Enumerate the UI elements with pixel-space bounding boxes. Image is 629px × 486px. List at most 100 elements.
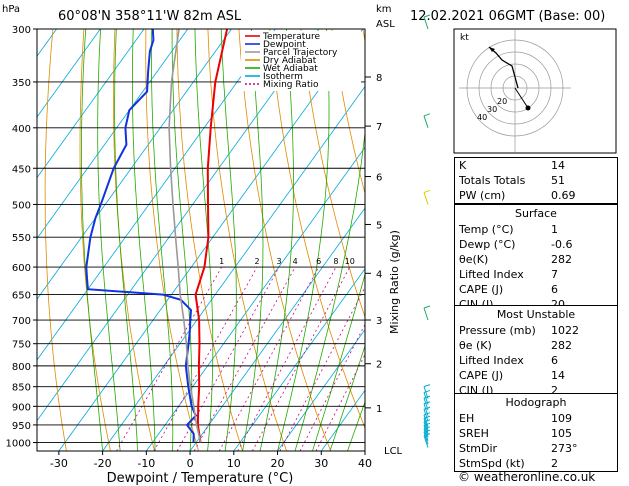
hodograph-stat-value: 273° bbox=[551, 442, 578, 455]
wet-adiabat-line bbox=[220, 29, 237, 451]
isotherm-line bbox=[37, 29, 145, 179]
wind-barb bbox=[423, 16, 429, 30]
temperature-profile bbox=[194, 29, 229, 443]
wet-adiabat-line bbox=[294, 128, 365, 451]
mixing-ratio-label: 4 bbox=[293, 257, 298, 266]
credit-text[interactable]: © weatheronline.co.uk bbox=[458, 470, 596, 484]
parcel-trajectory-profile bbox=[168, 29, 202, 443]
pressure-tick-label: 300 bbox=[12, 25, 31, 36]
most-unstable-label: Pressure (mb) bbox=[459, 324, 536, 337]
hodograph-arrow-head bbox=[489, 47, 495, 52]
pressure-tick-label: 350 bbox=[12, 78, 31, 89]
storm-motion-marker bbox=[525, 105, 531, 111]
mixing-ratio-label: 6 bbox=[316, 257, 321, 266]
dry-adiabat-line bbox=[207, 29, 287, 451]
most-unstable-label: CAPE (J) bbox=[459, 369, 504, 382]
pressure-tick-label: 550 bbox=[12, 233, 31, 244]
height-tick-label: 8 bbox=[376, 73, 382, 84]
temperature-tick-label: 0 bbox=[187, 457, 194, 470]
surface-row: Dewp (°C) -0.6 bbox=[455, 237, 617, 252]
legend-entry: Dewpoint bbox=[263, 40, 306, 50]
location-title: 60°08'N 358°11'W 82m ASL bbox=[58, 9, 242, 24]
most-unstable-row: Pressure (mb) 1022 bbox=[455, 323, 617, 338]
surface-row: CAPE (J) 6 bbox=[455, 282, 617, 297]
pressure-tick-label: 800 bbox=[12, 362, 31, 373]
plot-frame bbox=[36, 28, 366, 452]
wet-adiabat-line bbox=[312, 273, 365, 451]
mixing-ratio-label: 8 bbox=[333, 257, 338, 266]
wind-barb bbox=[423, 192, 429, 205]
isotherm-line bbox=[0, 29, 13, 451]
hodograph-stat-row: StmSpd (kt) 2 bbox=[455, 456, 617, 471]
surface-row: Lifted Index 7 bbox=[455, 267, 617, 282]
wet-adiabat-line bbox=[259, 29, 294, 451]
isotherm-line bbox=[102, 85, 365, 451]
pressure-tick-label: 600 bbox=[12, 263, 31, 274]
hodograph-stat-value: 109 bbox=[551, 412, 572, 425]
mixing-ratio-lines bbox=[116, 266, 365, 451]
isotherm-line bbox=[58, 29, 364, 451]
height-tick-label: 5 bbox=[376, 220, 382, 231]
pressure-tick-label: 850 bbox=[12, 383, 31, 394]
most-unstable-label: θe (K) bbox=[459, 339, 492, 352]
hodograph-stat-row: EH 109 bbox=[455, 411, 617, 426]
temperature-tick-label: 20 bbox=[271, 457, 285, 470]
wind-barb-flag bbox=[423, 415, 431, 419]
dry-adiabat-line bbox=[113, 29, 155, 451]
pressure-tick-label: 900 bbox=[12, 402, 31, 413]
isotherm-line bbox=[37, 29, 101, 118]
isobar-lines bbox=[37, 29, 365, 443]
wind-barb-flag bbox=[423, 406, 431, 410]
hodograph-trace bbox=[488, 46, 519, 89]
wind-barb-flag bbox=[423, 419, 431, 423]
mixing-ratio-label: 10 bbox=[345, 257, 355, 266]
dry-adiabat-line bbox=[331, 29, 365, 195]
wind-barb-flag bbox=[423, 401, 431, 405]
surface-label: Temp (°C) bbox=[459, 223, 514, 236]
hodograph-table-title: Hodograph bbox=[505, 396, 567, 409]
isotherm-line bbox=[277, 328, 365, 451]
hodograph-frame bbox=[453, 28, 617, 154]
wet-adiabat-line bbox=[194, 29, 214, 451]
wind-barb bbox=[423, 432, 429, 445]
asl-label: ASL bbox=[376, 19, 395, 30]
wind-barb-flag bbox=[423, 422, 431, 426]
wet-adiabat-line bbox=[150, 29, 174, 451]
dry-adiabat-line bbox=[269, 29, 365, 429]
legend-entry: Parcel Trajectory bbox=[263, 48, 338, 58]
mixing-ratio-line bbox=[153, 266, 258, 451]
dry-adiabat-line bbox=[44, 29, 67, 451]
wind-barb-flag bbox=[423, 412, 431, 416]
temperature-tick-label: 10 bbox=[227, 457, 241, 470]
height-tick-label: 6 bbox=[376, 173, 382, 184]
temperature-tick-label: 30 bbox=[314, 457, 328, 470]
lcl-label: LCL bbox=[384, 446, 403, 457]
height-axis: 8 7 6 5 4 3 2 1 bbox=[365, 73, 382, 415]
wind-barb-flag bbox=[423, 384, 431, 388]
wind-barb bbox=[423, 115, 429, 128]
legend-entry: Temperature bbox=[262, 32, 320, 42]
wind-barb-flag bbox=[423, 429, 431, 433]
index-value: 0.69 bbox=[551, 189, 576, 202]
hodograph-stat-label: SREH bbox=[459, 427, 489, 440]
surface-value: 282 bbox=[551, 253, 572, 266]
index-label: Totals Totals bbox=[459, 174, 526, 187]
mixing-ratio-label: 15 bbox=[370, 257, 380, 266]
most-unstable-row: Lifted Index 6 bbox=[455, 353, 617, 368]
hodograph-stat-label: StmSpd (kt) bbox=[459, 457, 525, 470]
isotherm-line bbox=[37, 29, 320, 422]
index-row: K 14 bbox=[455, 158, 617, 173]
legend-entry: Mixing Ratio bbox=[263, 80, 319, 90]
most-unstable-table: Most Unstable Pressure (mb) 1022 θe (K) 282… bbox=[454, 305, 618, 399]
height-tick-label: 7 bbox=[376, 122, 382, 133]
mixing-ratio-axis-title: Mixing Ratio (g/kg) bbox=[388, 230, 401, 334]
most-unstable-row: CAPE (J) 14 bbox=[455, 368, 617, 383]
legend-background bbox=[241, 31, 361, 91]
wet-adiabat-line bbox=[242, 29, 264, 451]
isotherm-line bbox=[189, 207, 365, 451]
wind-barb bbox=[423, 435, 429, 448]
mixing-ratio-label: 2 bbox=[255, 257, 260, 266]
pressure-tick-label: 450 bbox=[12, 164, 31, 175]
hodograph-stat-label: EH bbox=[459, 412, 475, 425]
